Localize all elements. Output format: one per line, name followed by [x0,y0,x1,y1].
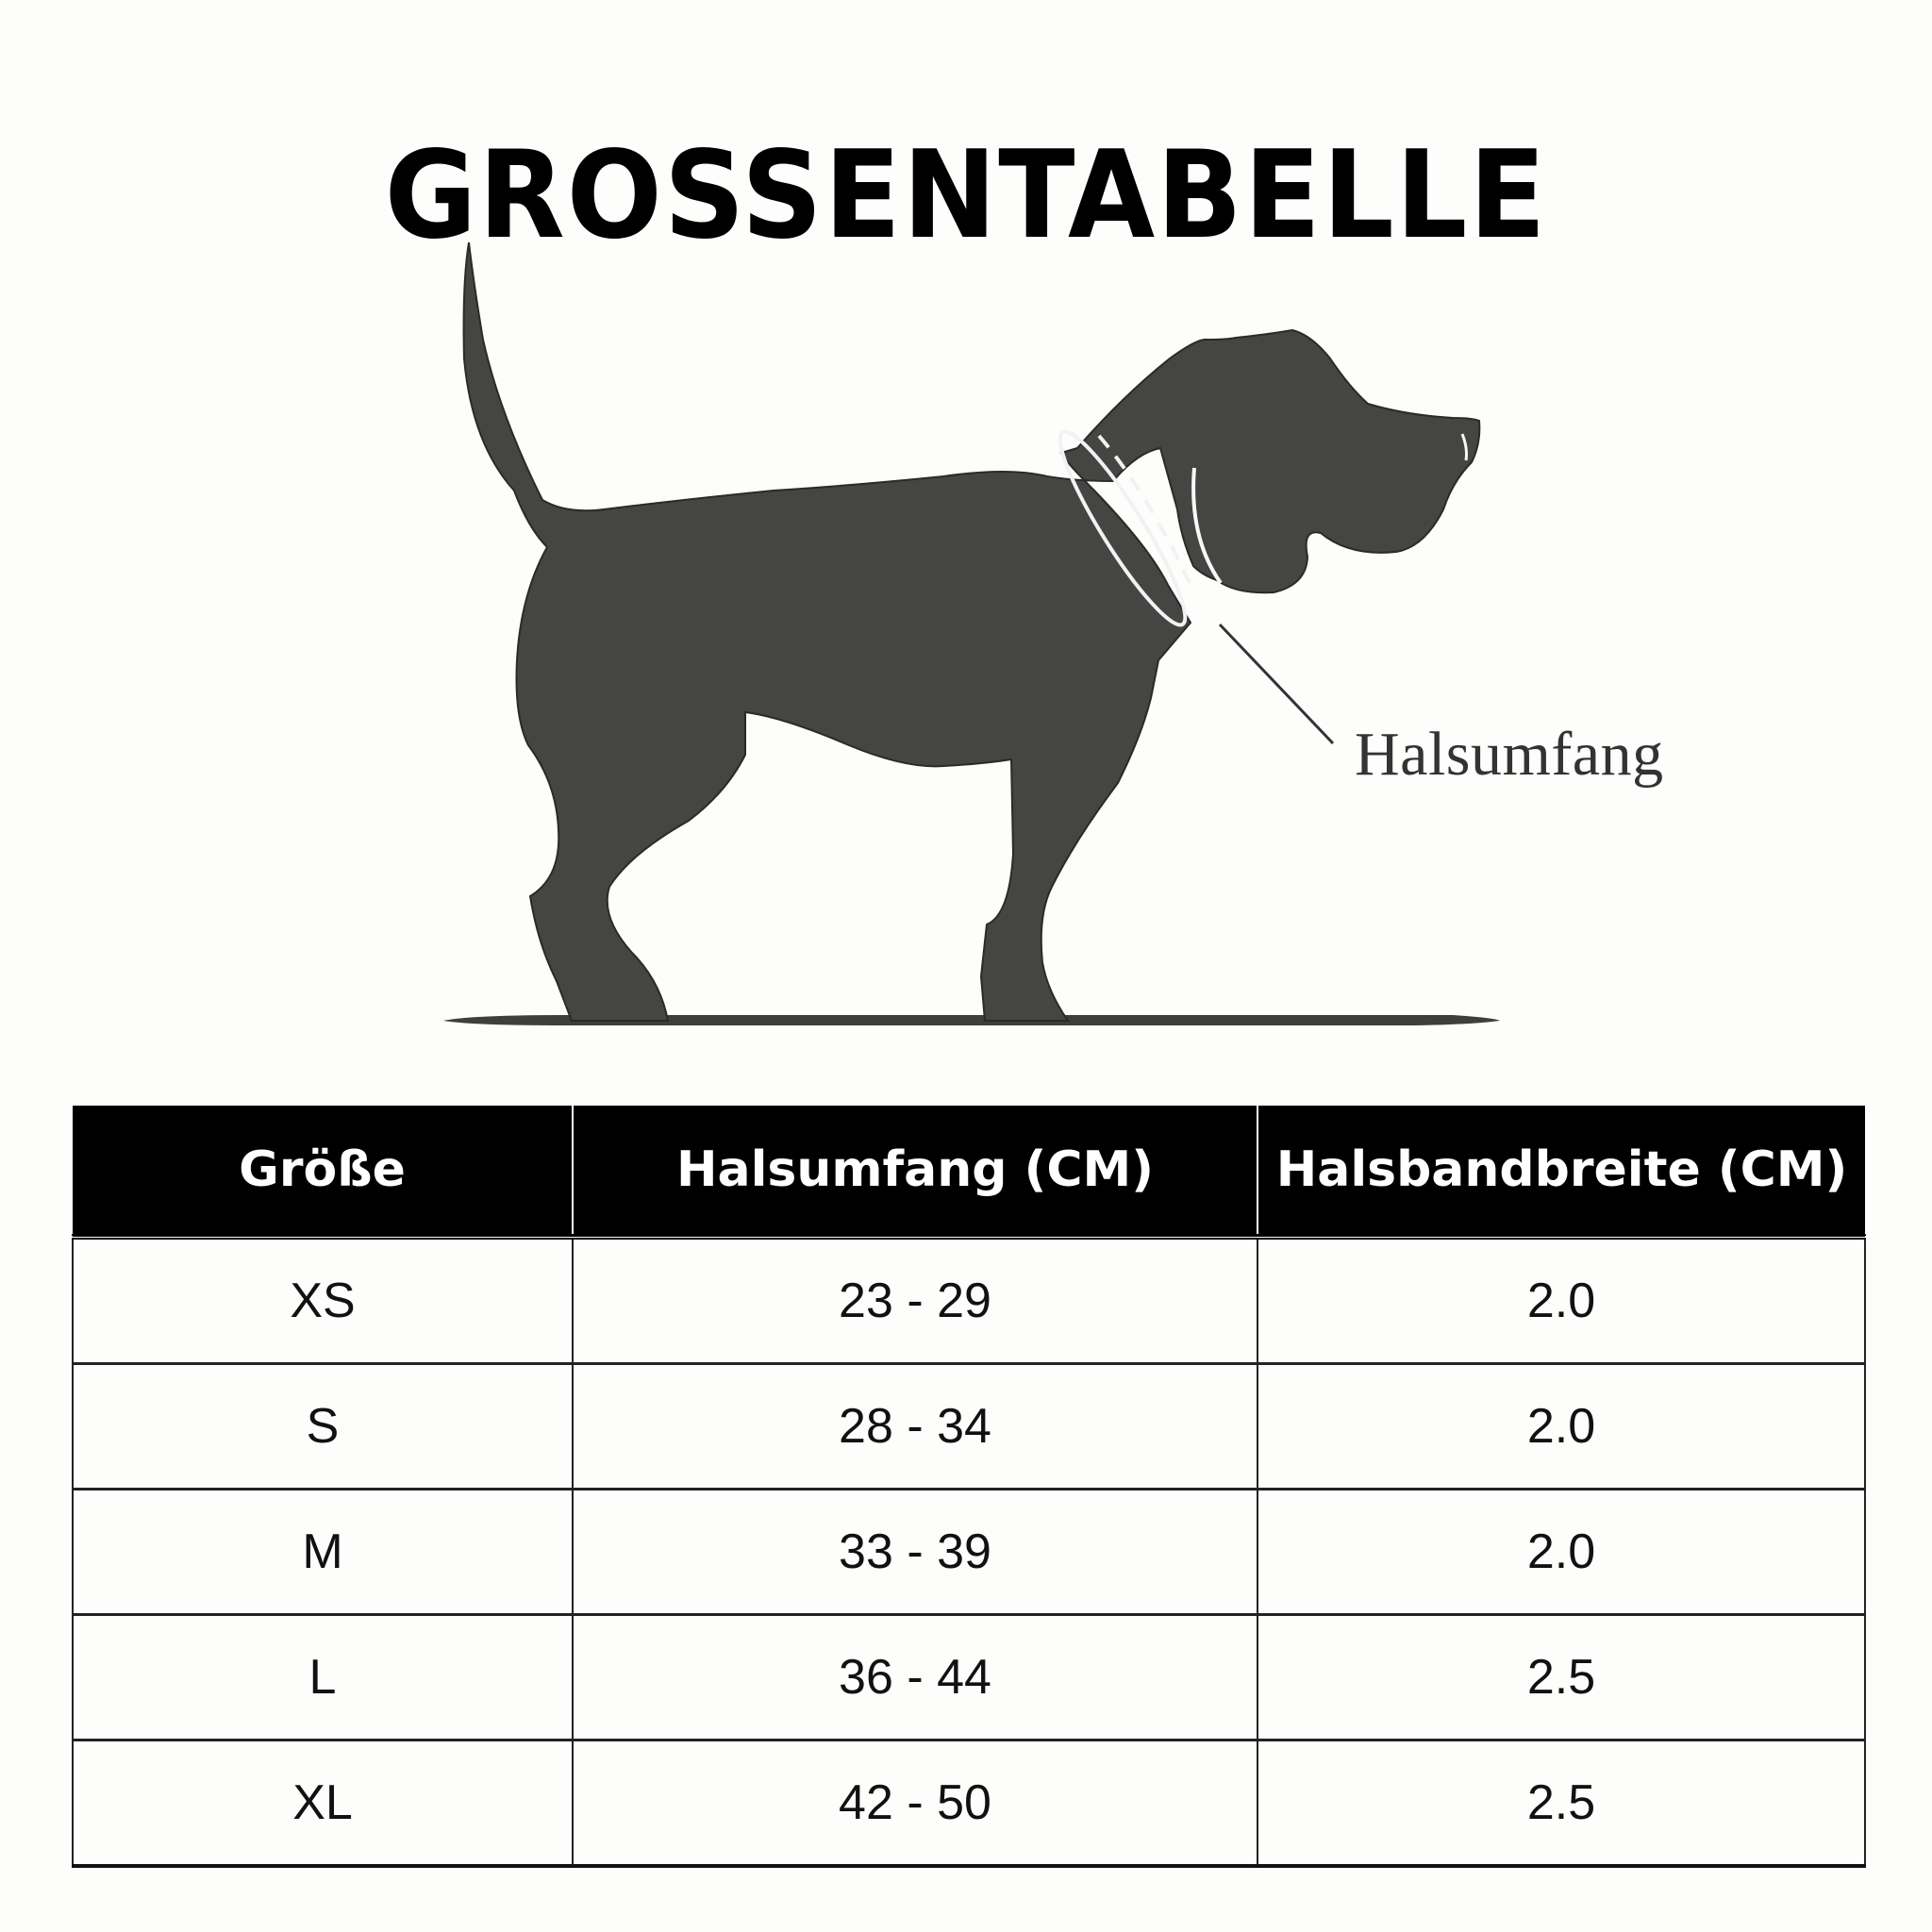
cell-size: S [72,1362,574,1491]
cell-neck: 36 - 44 [572,1613,1258,1741]
cell-width: 2.0 [1257,1488,1866,1616]
header-size: Größe [73,1106,573,1240]
cell-neck: 23 - 29 [572,1236,1258,1365]
cell-neck: 33 - 39 [572,1488,1258,1616]
table-row: XL 42 - 50 2.5 [72,1739,1866,1868]
table-row: L 36 - 44 2.5 [72,1613,1866,1741]
header-collar-width: Halsbandbreite (CM) [1257,1106,1865,1240]
size-chart-table: Größe Halsumfang (CM) Halsbandbreite (CM… [72,1106,1866,1868]
ear-highlight [1191,467,1223,585]
cell-width: 2.5 [1257,1739,1866,1868]
cell-neck: 28 - 34 [572,1362,1258,1491]
cell-neck: 42 - 50 [572,1739,1258,1868]
dog-silhouette-icon [462,242,1481,1022]
dog-illustration [443,242,1500,1025]
cell-width: 2.0 [1257,1362,1866,1491]
cell-size: XS [72,1236,574,1365]
page-title: GROSSENTABELLE [384,125,1548,266]
table-row: XS 23 - 29 2.0 [72,1236,1866,1365]
table-row: S 28 - 34 2.0 [72,1362,1866,1491]
collar-stitching [1097,434,1192,586]
cell-width: 2.5 [1257,1613,1866,1741]
table-row: M 33 - 39 2.0 [72,1488,1866,1616]
cell-size: XL [72,1739,574,1868]
cell-size: M [72,1488,574,1616]
collar-outline [1058,429,1188,627]
ground-line [443,1015,1500,1025]
nose-highlight [1460,433,1468,461]
cell-width: 2.0 [1257,1236,1866,1365]
neck-circumference-label: Halsumfang [1355,720,1664,789]
annotation-leader-line [1218,623,1335,745]
cell-size: L [72,1613,574,1741]
header-neck-circumference: Halsumfang (CM) [572,1106,1257,1240]
table-header-row: Größe Halsumfang (CM) Halsbandbreite (CM… [73,1106,1865,1240]
